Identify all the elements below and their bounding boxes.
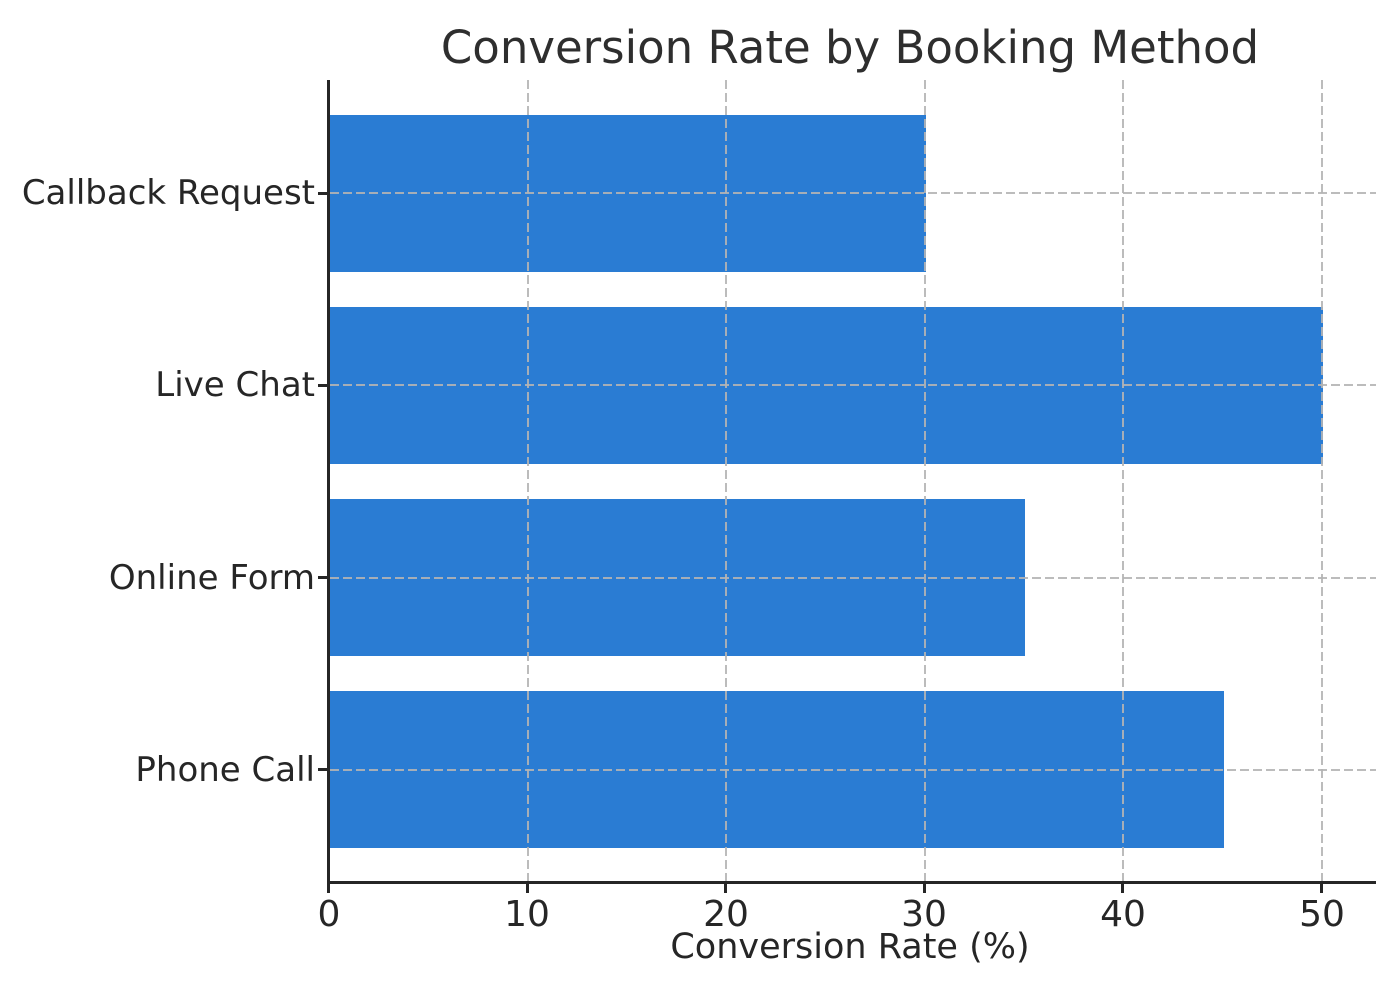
y-tick-label: Live Chat [155, 365, 315, 405]
gridline-horizontal [330, 384, 1376, 387]
gridline-horizontal [330, 576, 1376, 579]
y-tick-mark [318, 384, 327, 387]
x-tick-mark [1121, 884, 1124, 893]
x-tick-mark [923, 884, 926, 893]
y-tick-label: Phone Call [135, 750, 315, 790]
gridline-vertical [725, 80, 727, 881]
x-tick-label: 0 [317, 894, 341, 935]
y-tick-mark [318, 768, 327, 771]
x-tick-mark [724, 884, 727, 893]
x-tick-label: 20 [703, 894, 749, 935]
x-tick-mark [526, 884, 529, 893]
x-tick-label: 50 [1299, 894, 1345, 935]
y-tick-mark [318, 576, 327, 579]
x-tick-mark [327, 884, 330, 893]
chart-title: Conversion Rate by Booking Method [440, 21, 1260, 74]
x-axis-label: Conversion Rate (%) [670, 927, 1030, 967]
x-tick-label: 30 [901, 894, 947, 935]
gridline-horizontal [330, 768, 1376, 771]
y-tick-label: Callback Request [21, 173, 315, 213]
y-tick-label: Online Form [108, 558, 315, 598]
gridline-horizontal [330, 192, 1376, 194]
gridline-vertical [1122, 80, 1124, 881]
gridline-vertical [1321, 80, 1323, 881]
x-tick-label: 40 [1100, 894, 1146, 935]
plot-area [327, 80, 1376, 884]
x-tick-mark [1320, 884, 1323, 893]
y-tick-mark [318, 192, 327, 195]
x-tick-label: 10 [504, 894, 550, 935]
gridline-vertical [527, 80, 529, 881]
gridline-vertical [924, 80, 926, 881]
